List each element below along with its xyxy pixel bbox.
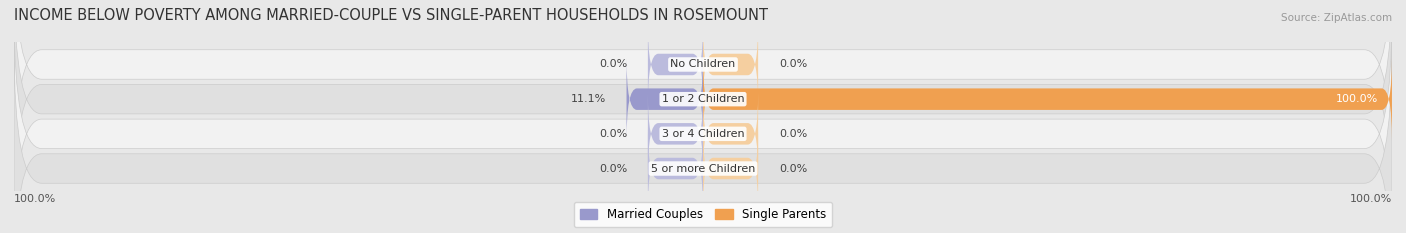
FancyBboxPatch shape [703, 23, 758, 106]
FancyBboxPatch shape [648, 93, 703, 175]
FancyBboxPatch shape [14, 0, 1392, 223]
FancyBboxPatch shape [648, 23, 703, 106]
FancyBboxPatch shape [703, 93, 758, 175]
Text: Source: ZipAtlas.com: Source: ZipAtlas.com [1281, 13, 1392, 23]
Text: 0.0%: 0.0% [599, 129, 627, 139]
Text: 5 or more Children: 5 or more Children [651, 164, 755, 174]
Legend: Married Couples, Single Parents: Married Couples, Single Parents [574, 202, 832, 227]
FancyBboxPatch shape [14, 10, 1392, 233]
Text: INCOME BELOW POVERTY AMONG MARRIED-COUPLE VS SINGLE-PARENT HOUSEHOLDS IN ROSEMOU: INCOME BELOW POVERTY AMONG MARRIED-COUPL… [14, 7, 768, 23]
Text: 100.0%: 100.0% [14, 194, 56, 204]
FancyBboxPatch shape [703, 127, 758, 210]
Text: 100.0%: 100.0% [1350, 194, 1392, 204]
FancyBboxPatch shape [14, 0, 1392, 188]
Text: 100.0%: 100.0% [1336, 94, 1378, 104]
FancyBboxPatch shape [703, 58, 1392, 140]
Text: No Children: No Children [671, 59, 735, 69]
Text: 0.0%: 0.0% [779, 129, 807, 139]
Text: 11.1%: 11.1% [571, 94, 606, 104]
Text: 0.0%: 0.0% [779, 59, 807, 69]
Text: 1 or 2 Children: 1 or 2 Children [662, 94, 744, 104]
FancyBboxPatch shape [627, 58, 703, 140]
Text: 0.0%: 0.0% [599, 59, 627, 69]
FancyBboxPatch shape [14, 45, 1392, 233]
FancyBboxPatch shape [648, 127, 703, 210]
Text: 0.0%: 0.0% [779, 164, 807, 174]
Text: 0.0%: 0.0% [599, 164, 627, 174]
Text: 3 or 4 Children: 3 or 4 Children [662, 129, 744, 139]
